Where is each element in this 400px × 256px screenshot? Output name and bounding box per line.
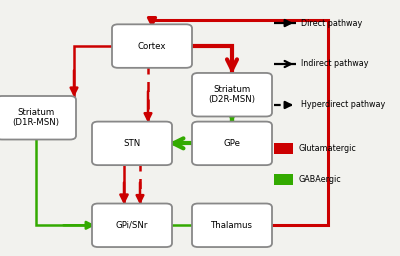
Text: GABAergic: GABAergic — [298, 175, 341, 184]
FancyBboxPatch shape — [274, 174, 293, 185]
Text: GPi/SNr: GPi/SNr — [116, 221, 148, 230]
Text: STN: STN — [123, 139, 141, 148]
Text: Direct pathway: Direct pathway — [301, 18, 362, 28]
Text: Indirect pathway: Indirect pathway — [301, 59, 368, 69]
FancyBboxPatch shape — [92, 122, 172, 165]
Text: GPe: GPe — [224, 139, 240, 148]
FancyBboxPatch shape — [192, 122, 272, 165]
FancyBboxPatch shape — [274, 143, 293, 154]
FancyBboxPatch shape — [192, 204, 272, 247]
FancyBboxPatch shape — [192, 73, 272, 116]
Text: Glutamatergic: Glutamatergic — [298, 144, 356, 153]
FancyBboxPatch shape — [0, 96, 76, 140]
Text: Striatum
(D2R-MSN): Striatum (D2R-MSN) — [208, 85, 256, 104]
Text: Cortex: Cortex — [138, 41, 166, 51]
FancyBboxPatch shape — [112, 24, 192, 68]
Text: Hyperdirect pathway: Hyperdirect pathway — [301, 100, 385, 110]
Text: Striatum
(D1R-MSN): Striatum (D1R-MSN) — [12, 108, 60, 127]
FancyBboxPatch shape — [92, 204, 172, 247]
Text: Thalamus: Thalamus — [211, 221, 253, 230]
